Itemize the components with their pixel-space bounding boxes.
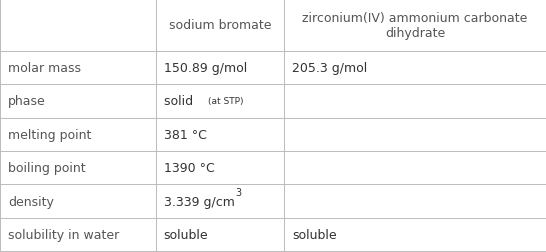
Text: melting point: melting point: [8, 128, 91, 141]
Text: zirconium(IV) ammonium carbonate
dihydrate: zirconium(IV) ammonium carbonate dihydra…: [302, 12, 527, 40]
Text: 205.3 g/mol: 205.3 g/mol: [292, 62, 367, 75]
Text: sodium bromate: sodium bromate: [169, 19, 271, 32]
Text: 3: 3: [236, 187, 242, 197]
Text: 3.339 g/cm: 3.339 g/cm: [164, 195, 234, 208]
Text: molar mass: molar mass: [8, 62, 81, 75]
Text: phase: phase: [8, 95, 46, 108]
Text: soluble: soluble: [292, 228, 336, 241]
Text: 1390 °C: 1390 °C: [164, 162, 215, 175]
Text: boiling point: boiling point: [8, 162, 86, 175]
Text: 150.89 g/mol: 150.89 g/mol: [164, 62, 247, 75]
Text: (at STP): (at STP): [207, 97, 243, 106]
Text: 381 °C: 381 °C: [164, 128, 206, 141]
Text: solid: solid: [164, 95, 201, 108]
Text: density: density: [8, 195, 54, 208]
Text: soluble: soluble: [164, 228, 208, 241]
Text: solubility in water: solubility in water: [8, 228, 119, 241]
